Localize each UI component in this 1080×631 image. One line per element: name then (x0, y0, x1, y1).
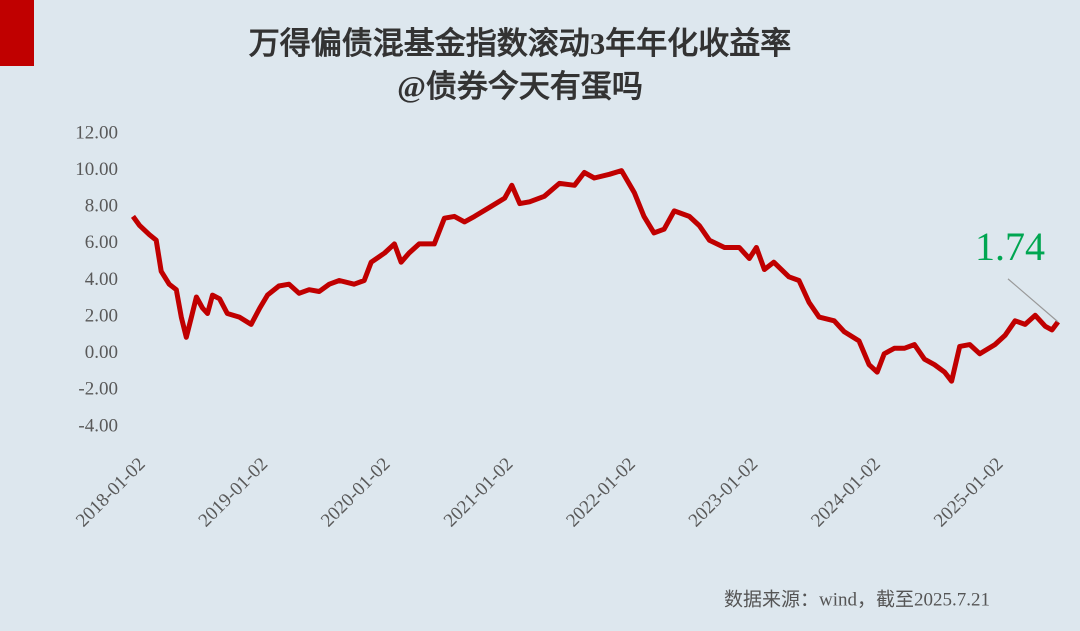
x-tick-label: 2019-01-02 (195, 454, 273, 532)
x-tick-label: 2022-01-02 (562, 454, 640, 532)
value-annotation: 1.74 (975, 224, 1045, 269)
data-line (130, 168, 1060, 384)
x-tick-label: 2023-01-02 (685, 454, 763, 532)
y-tick-label: 12.00 (75, 122, 118, 143)
y-tick-label: -2.00 (78, 379, 118, 400)
chart-title: 万得偏债混基金指数滚动3年年化收益率 (249, 26, 792, 61)
source-note: 数据来源：wind，截至2025.7.21 (724, 588, 990, 610)
x-tick-label: 2020-01-02 (317, 454, 395, 532)
y-tick-label: 10.00 (75, 159, 118, 180)
chart-subtitle: @债券今天有蛋吗 (397, 69, 643, 104)
x-tick-label: 2018-01-02 (72, 454, 150, 532)
x-tick-label: 2021-01-02 (440, 454, 518, 532)
y-tick-label: 6.00 (85, 232, 118, 253)
x-tick-label: 2024-01-02 (807, 454, 885, 532)
corner-mark (0, 0, 34, 66)
y-tick-label: 2.00 (85, 305, 118, 326)
x-tick-label: 2025-01-02 (930, 454, 1008, 532)
y-tick-label: -4.00 (78, 415, 118, 436)
annotation-leader (1007, 278, 1059, 323)
y-tick-label: 4.00 (85, 269, 118, 290)
y-tick-label: 8.00 (85, 196, 118, 217)
y-tick-label: 0.00 (85, 342, 118, 363)
